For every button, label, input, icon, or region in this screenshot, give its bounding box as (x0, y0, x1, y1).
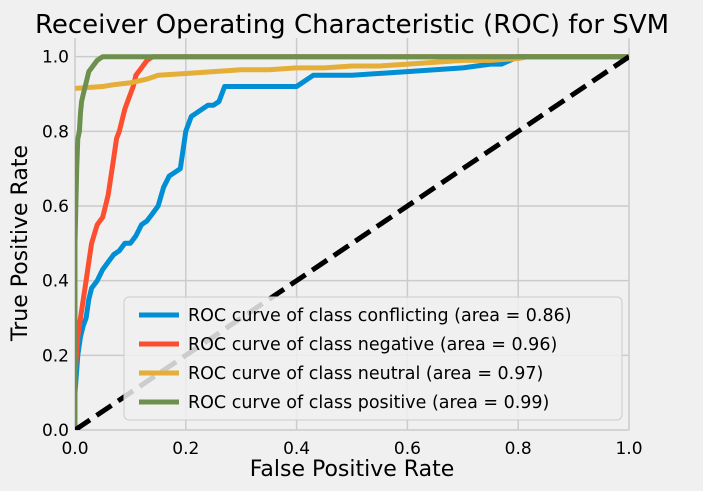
legend-entry-label: ROC curve of class negative (area = 0.96… (188, 335, 557, 355)
x-tick-label: 0.6 (394, 439, 421, 459)
x-tick-label: 0.2 (172, 439, 199, 459)
legend-entry-label: ROC curve of class conflicting (area = 0… (188, 306, 572, 326)
x-axis-label: False Positive Rate (250, 457, 454, 482)
x-tick-label: 0.8 (505, 439, 532, 459)
plot-area: 0.0 0.2 0.4 0.6 0.8 1.0 0.0 0.2 0.4 0.6 0.8 1.0 ROC … (42, 38, 643, 459)
roc-series-line-2 (75, 54, 629, 91)
x-tick-label: 1.0 (615, 439, 642, 459)
y-tick-label: 0.2 (42, 346, 69, 366)
roc-series-line-1 (75, 54, 629, 430)
x-tick-label: 0.0 (61, 439, 88, 459)
chart-title: Receiver Operating Characteristic (ROC) … (35, 10, 669, 40)
roc-series-line-0 (75, 54, 629, 430)
y-tick-label: 0.0 (42, 421, 69, 441)
legend-entry-label: ROC curve of class neutral (area = 0.97) (188, 364, 543, 384)
roc-series-line-3 (75, 54, 629, 430)
y-axis-label: True Positive Rate (8, 145, 33, 342)
x-tick-label: 0.4 (283, 439, 310, 459)
legend-box (123, 296, 623, 421)
y-tick-label: 0.4 (42, 272, 69, 292)
y-tick-label: 1.0 (42, 48, 69, 68)
y-tick-label: 0.6 (42, 197, 69, 217)
legend: ROC curve of class conflicting (area = 0… (123, 296, 623, 421)
y-tick-label: 0.8 (42, 122, 69, 142)
legend-entry-label: ROC curve of class positive (area = 0.99… (188, 393, 549, 413)
